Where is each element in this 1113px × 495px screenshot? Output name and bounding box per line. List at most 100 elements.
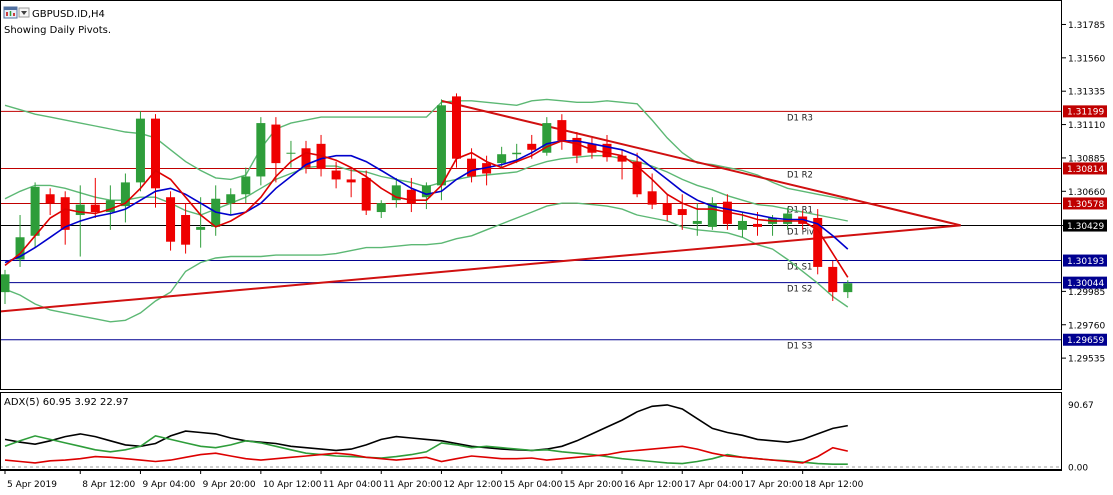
- candle-body: [256, 123, 266, 177]
- pivot-price-tag: [1063, 254, 1107, 267]
- pivot-price-tag-label: 1.30429: [1067, 222, 1104, 232]
- candle-body: [467, 158, 477, 177]
- candle-body: [677, 209, 687, 216]
- time-tick-label: 8 Apr 12:00: [82, 480, 135, 490]
- candle: [271, 117, 281, 183]
- pivot-label: D1 S1: [787, 263, 812, 273]
- candle-body: [557, 120, 567, 141]
- pivot-price-tag-label: 1.29659: [1067, 336, 1104, 346]
- candle-body: [602, 143, 612, 158]
- adx-lines: [1, 404, 1061, 468]
- pivot-price-tag: [1063, 276, 1107, 289]
- candle: [1, 269, 10, 304]
- candle-body: [692, 220, 702, 224]
- candle-body: [30, 186, 40, 236]
- candle-body: [632, 161, 642, 195]
- ma-fast-line: [4, 140, 849, 278]
- bollinger-lower-line: [4, 202, 849, 323]
- candle: [467, 148, 477, 183]
- candle: [226, 188, 236, 216]
- candle-body: [75, 204, 85, 216]
- trendline-1: [1, 224, 961, 313]
- candle: [572, 131, 582, 164]
- time-tick-label: 17 Apr 04:00: [684, 480, 743, 490]
- candle: [391, 177, 401, 208]
- chart-header: GBPUSD.ID,H4 Showing Daily Pivots. ADX(5…: [3, 6, 129, 408]
- candle-body: [452, 96, 461, 159]
- candle: [527, 134, 537, 159]
- symbol-label: GBPUSD.ID,H4: [32, 9, 105, 20]
- candle-body: [301, 148, 311, 168]
- price-tick-label: 1.29535: [1068, 355, 1105, 365]
- chart-window-icon[interactable]: [3, 6, 18, 19]
- adx-plot: [1, 404, 1061, 468]
- candle-body: [105, 200, 115, 213]
- symbol-dropdown-icon[interactable]: [18, 7, 30, 18]
- adx-label: ADX(5) 60.95 3.92 22.97: [4, 397, 129, 408]
- candle-body: [90, 204, 100, 213]
- candle-body: [376, 203, 386, 213]
- candle: [542, 117, 552, 156]
- pivot-label: D1 Pivot: [787, 228, 823, 238]
- candle-body: [241, 176, 251, 195]
- time-tick-label: 5 Apr 2019: [7, 480, 57, 490]
- candle-body: [497, 154, 507, 164]
- candle-body: [135, 118, 145, 183]
- pivot-price-tag-label: 1.31199: [1067, 108, 1104, 118]
- pivot-lines: D1 R3 D1 R2 D1 R1 D1 Pivot D1 S1 D1 S2 D1 S3: [1, 110, 1061, 352]
- trendline-0: [441, 99, 961, 227]
- candle-body: [15, 237, 25, 260]
- candle-body: [647, 191, 657, 205]
- pivots-status-label: Showing Daily Pivots.: [4, 25, 111, 36]
- price-tick-label: 1.29760: [1068, 321, 1105, 331]
- candle: [557, 114, 567, 150]
- candle-body: [271, 124, 281, 164]
- time-tick-label: 9 Apr 20:00: [203, 480, 256, 490]
- pivot-price-tag: [1063, 162, 1107, 175]
- price-tick-label: 1.31560: [1068, 54, 1105, 64]
- candle: [617, 149, 627, 180]
- pivot-label: D1 S2: [787, 285, 812, 295]
- candle: [662, 194, 672, 221]
- candle: [105, 185, 115, 230]
- candle-body: [286, 152, 296, 154]
- time-tick-label: 15 Apr 04:00: [504, 480, 563, 490]
- candle-body: [226, 194, 236, 204]
- candle-body: [166, 197, 176, 242]
- candle-body: [181, 215, 191, 245]
- indicator-panel-frame: [0, 392, 1062, 470]
- time-axis: 5 Apr 2019 8 Apr 12:00 9 Apr 04:00 9 Apr 20…: [4, 470, 864, 490]
- candle: [301, 140, 311, 174]
- candle-body: [542, 123, 552, 153]
- pivot-label: D1 R2: [787, 170, 813, 180]
- candle-body: [120, 182, 130, 207]
- candle: [331, 161, 341, 189]
- price-tick-label: 1.30660: [1068, 188, 1105, 198]
- adx-tick-label: 90.67: [1068, 401, 1094, 411]
- pivot-label: D1 S3: [787, 342, 812, 352]
- candle: [828, 260, 838, 302]
- candle: [677, 194, 687, 230]
- candle: [196, 197, 206, 248]
- candle: [15, 215, 25, 267]
- pivot-price-tag: [1063, 219, 1107, 232]
- moving-averages: [4, 140, 849, 278]
- pivot-label: D1 R3: [787, 113, 813, 123]
- pivot-price-tag-label: 1.30193: [1067, 257, 1104, 267]
- candle-body: [587, 143, 597, 153]
- candle-body: [406, 189, 416, 204]
- candle-body: [753, 223, 762, 227]
- price-tags: 1.31199 1.30814 1.30578 1.30429 1.30193 1.300…: [1063, 105, 1107, 346]
- candle: [753, 212, 762, 236]
- trendlines: [1, 99, 961, 313]
- candle: [120, 173, 130, 223]
- candle: [361, 170, 371, 216]
- time-tick-label: 11 Apr 04:00: [323, 480, 382, 490]
- adx-series-1: [4, 435, 848, 466]
- candle: [135, 111, 145, 192]
- candle-body: [707, 203, 717, 227]
- candle: [813, 209, 823, 275]
